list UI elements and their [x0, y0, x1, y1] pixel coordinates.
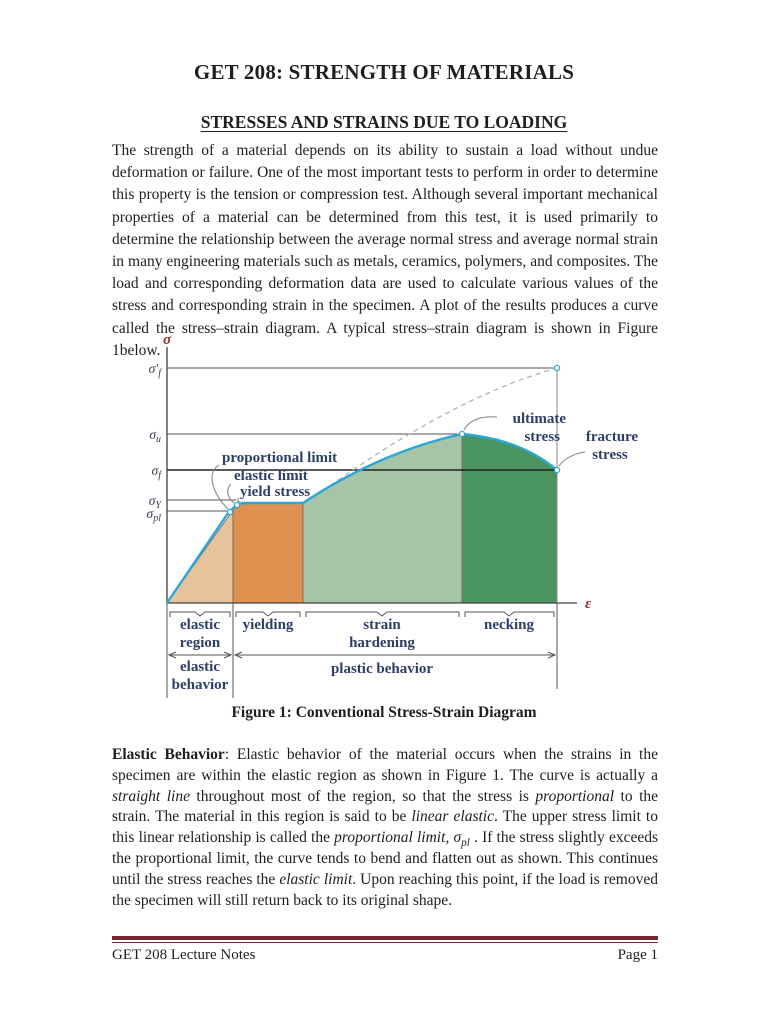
y-axis-symbol: σ: [163, 335, 172, 348]
page-footer: GET 208 Lecture Notes Page 1: [112, 947, 658, 964]
footer-page-number: Page 1: [617, 947, 658, 963]
diagram-regions: [166, 433, 558, 604]
proportional-limit-label: proportional limit: [222, 450, 337, 466]
tick-sigma-y: σY: [149, 493, 163, 511]
leader-lines: [211, 416, 586, 510]
x-axis-symbol: ε: [585, 596, 592, 612]
elastic-limit-point: [233, 501, 241, 509]
proportional-limit-point: [226, 508, 234, 516]
strain-hardening-label: strain: [363, 617, 401, 633]
figure-caption: Figure 1: Conventional Stress-Strain Dia…: [231, 704, 537, 721]
tick-sigma-f: σf: [152, 463, 163, 481]
elastic-behavior-label-2: behavior: [172, 677, 229, 693]
curve-point-labels: proportional limit elastic limit yield s…: [222, 411, 638, 500]
y-tick-labels: σ′f σu σf σY σpl: [147, 361, 163, 524]
fracture-stress-point: [553, 466, 561, 474]
tick-sigma-u: σu: [149, 427, 161, 445]
tick-sigma-f-prime: σ′f: [149, 361, 163, 379]
region-brackets: [166, 603, 558, 698]
true-fracture-point: [553, 364, 561, 372]
elastic-limit-label: elastic limit: [234, 468, 308, 484]
elastic-behavior-paragraph: Elastic Behavior: Elastic behavior of th…: [112, 746, 659, 909]
elastic-region-label-2: region: [180, 635, 221, 651]
ultimate-stress-point: [458, 430, 466, 438]
fracture-stress-label-2: stress: [592, 447, 628, 463]
plastic-behavior-label: plastic behavior: [331, 661, 433, 677]
elastic-region-label: elastic: [180, 617, 220, 633]
fracture-stress-label: fracture: [586, 429, 639, 445]
elastic-behavior-label: elastic: [180, 659, 220, 675]
diagram-axes: [166, 347, 577, 604]
strain-hardening-label-2: hardening: [349, 635, 415, 651]
yielding-region-fill: [232, 502, 304, 604]
tick-sigma-pl: σpl: [147, 506, 162, 524]
ultimate-stress-label: ultimate: [513, 411, 567, 427]
intro-paragraph: The strength of a material depends on it…: [112, 142, 658, 359]
curve-point-markers: [226, 364, 561, 516]
region-labels: elastic region yielding strain hardening…: [172, 617, 535, 693]
necking-label: necking: [484, 617, 535, 633]
section-heading: STRESSES AND STRAINS DUE TO LOADING: [200, 112, 568, 132]
stress-strain-diagram: σ ε σ′f σu σf σY σpl proportional limit …: [147, 335, 638, 698]
footer-rule: [112, 936, 658, 943]
footer-left-text: GET 208 Lecture Notes: [112, 947, 256, 963]
page-title: GET 208: STRENGTH OF MATERIALS: [193, 60, 575, 84]
ultimate-stress-label-2: stress: [524, 429, 560, 445]
yielding-label: yielding: [243, 617, 294, 633]
true-curve-dashed: [315, 367, 558, 497]
yield-stress-label: yield stress: [240, 484, 310, 500]
axis-symbols: σ ε: [163, 335, 592, 612]
